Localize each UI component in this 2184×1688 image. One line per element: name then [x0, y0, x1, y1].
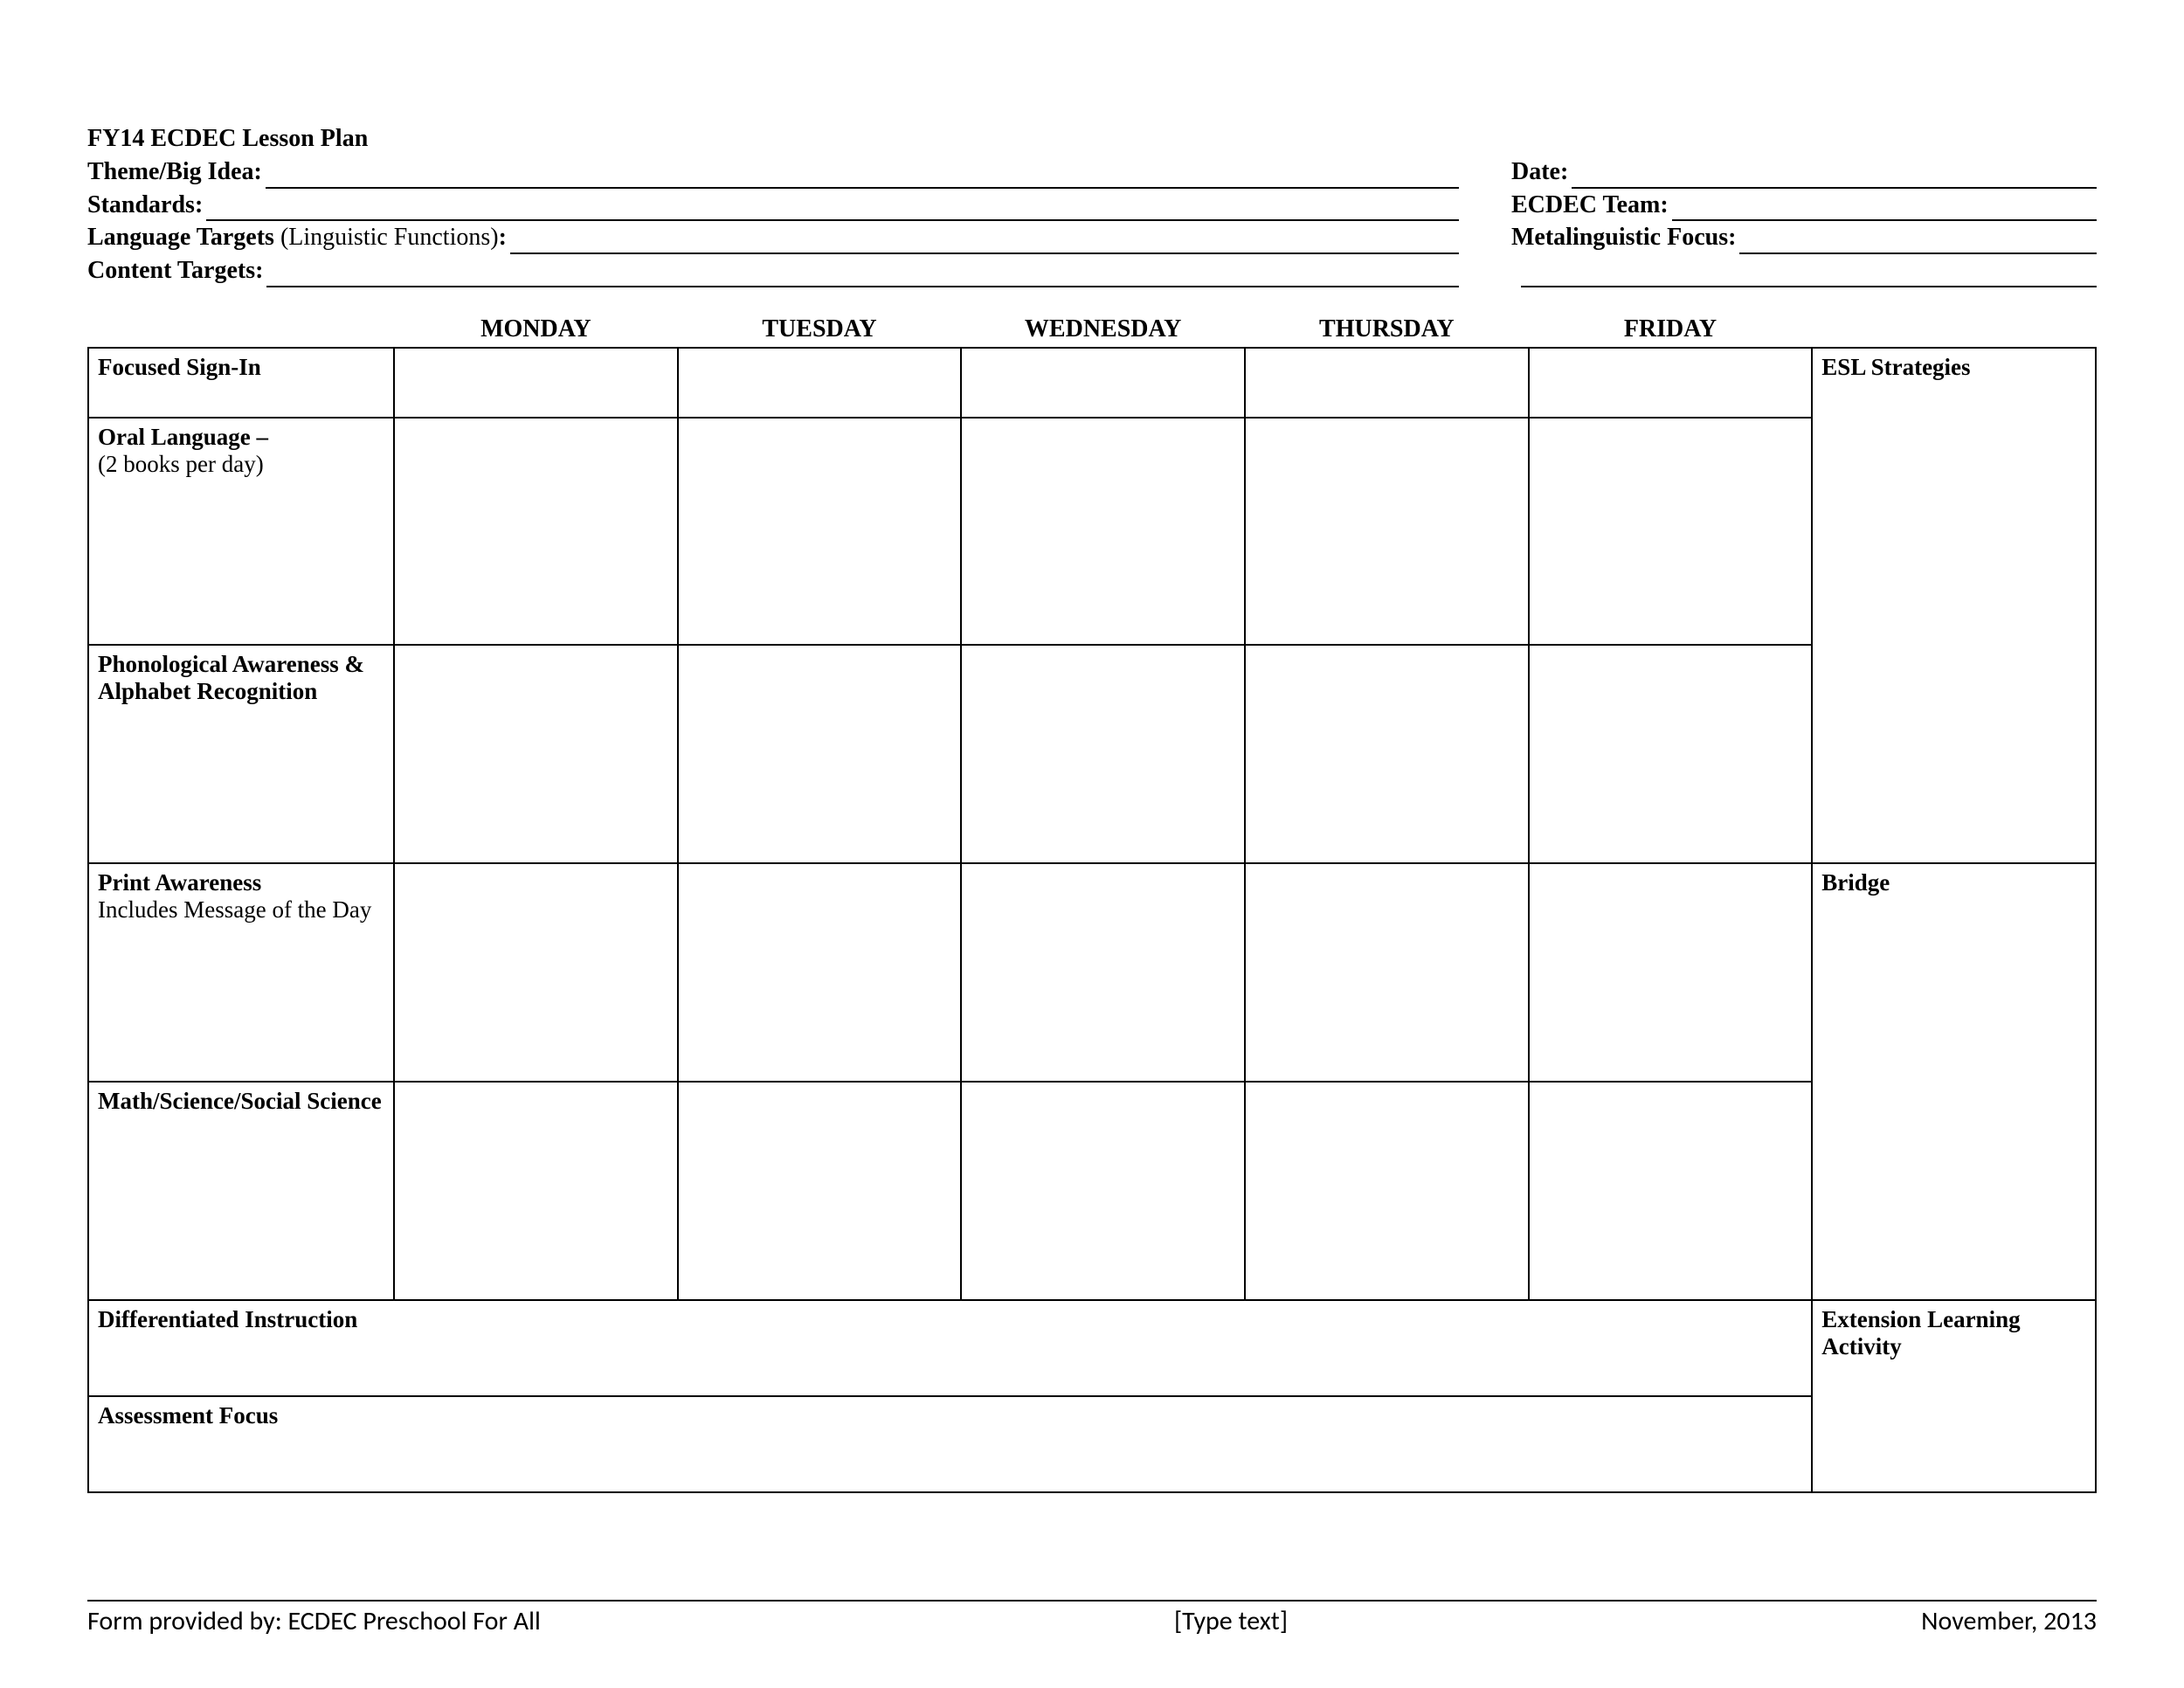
print-mon [394, 863, 678, 1082]
date-line [1572, 162, 2097, 189]
standards-label: Standards: [87, 189, 203, 222]
right-extra-line [1521, 260, 2097, 287]
signin-thu [1245, 348, 1529, 418]
day-mon: MONDAY [394, 310, 678, 348]
oral-wed [961, 418, 1245, 645]
standards-line [206, 195, 1459, 222]
date-label: Date: [1511, 156, 1568, 189]
header-block: FY14 ECDEC Lesson Plan Theme/Big Idea: D… [87, 122, 2097, 287]
math-wed [961, 1082, 1245, 1300]
phon-fri [1529, 645, 1813, 863]
meta-line [1739, 227, 2097, 254]
content-targets-line [266, 260, 1459, 287]
signin-mon [394, 348, 678, 418]
side-bridge: Bridge [1812, 863, 2096, 1300]
oral-sub: (2 books per day) [98, 451, 264, 477]
phon-mon [394, 645, 678, 863]
footer-right: November, 2013 [1921, 1605, 2097, 1637]
print-sub: Includes Message of the Day [98, 896, 371, 923]
plan-table: MONDAY TUESDAY WEDNESDAY THURSDAY FRIDAY… [87, 310, 2097, 1493]
day-fri: FRIDAY [1529, 310, 1813, 348]
side-esl: ESL Strategies [1812, 348, 2096, 863]
oral-bold: Oral Language – [98, 424, 384, 451]
math-mon [394, 1082, 678, 1300]
oral-tue [678, 418, 962, 645]
oral-thu [1245, 418, 1529, 645]
meta-label: Metalinguistic Focus: [1511, 221, 1736, 254]
day-wed: WEDNESDAY [961, 310, 1245, 348]
row-signin: Focused Sign-In ESL Strategies [88, 348, 2096, 418]
day-thu: THURSDAY [1245, 310, 1529, 348]
phon-label: Phonological Awareness & Alphabet Recogn… [88, 645, 394, 863]
footer: Form provided by: ECDEC Preschool For Al… [87, 1600, 2097, 1637]
diff-bold: Differentiated Instruction [98, 1306, 357, 1332]
print-thu [1245, 863, 1529, 1082]
lang-targets-colon: : [499, 224, 507, 251]
print-fri [1529, 863, 1813, 1082]
row-phon: Phonological Awareness & Alphabet Recogn… [88, 645, 2096, 863]
math-label: Math/Science/Social Science [88, 1082, 394, 1300]
plan-grid: MONDAY TUESDAY WEDNESDAY THURSDAY FRIDAY… [87, 310, 2097, 1493]
row-print: Print Awareness Includes Message of the … [88, 863, 2096, 1082]
phon-thu [1245, 645, 1529, 863]
lang-targets-bold: Language Targets [87, 224, 274, 251]
oral-mon [394, 418, 678, 645]
oral-label: Oral Language – (2 books per day) [88, 418, 394, 645]
print-tue [678, 863, 962, 1082]
signin-tue [678, 348, 962, 418]
phon-bold: Phonological Awareness & Alphabet Recogn… [98, 651, 384, 705]
signin-wed [961, 348, 1245, 418]
math-fri [1529, 1082, 1813, 1300]
phon-tue [678, 645, 962, 863]
footer-mid: [Type text] [541, 1605, 1921, 1637]
phon-wed [961, 645, 1245, 863]
signin-label: Focused Sign-In [88, 348, 394, 418]
day-header-row: MONDAY TUESDAY WEDNESDAY THURSDAY FRIDAY [88, 310, 2096, 348]
team-line [1672, 195, 2097, 222]
print-label: Print Awareness Includes Message of the … [88, 863, 394, 1082]
lang-targets-label: Language Targets (Linguistic Functions): [87, 221, 507, 254]
diff-cell: Differentiated Instruction [88, 1300, 1812, 1396]
signin-fri [1529, 348, 1813, 418]
day-tue: TUESDAY [678, 310, 962, 348]
row-assess: Assessment Focus [88, 1396, 2096, 1492]
content-targets-label: Content Targets: [87, 254, 263, 287]
assess-bold: Assessment Focus [98, 1402, 278, 1429]
math-tue [678, 1082, 962, 1300]
theme-line [266, 162, 1459, 189]
signin-bold: Focused Sign-In [98, 354, 384, 381]
print-wed [961, 863, 1245, 1082]
row-math: Math/Science/Social Science [88, 1082, 2096, 1300]
oral-fri [1529, 418, 1813, 645]
page: FY14 ECDEC Lesson Plan Theme/Big Idea: D… [0, 0, 2184, 1688]
assess-cell: Assessment Focus [88, 1396, 1812, 1492]
math-thu [1245, 1082, 1529, 1300]
side-ext: Extension Learning Activity [1812, 1300, 2096, 1492]
row-diff: Differentiated Instruction Extension Lea… [88, 1300, 2096, 1396]
title: FY14 ECDEC Lesson Plan [87, 122, 368, 156]
day-header-blank2 [1812, 310, 2096, 348]
lang-targets-paren: (Linguistic Functions) [274, 224, 499, 251]
math-bold: Math/Science/Social Science [98, 1088, 384, 1115]
row-oral: Oral Language – (2 books per day) [88, 418, 2096, 645]
lang-targets-line [510, 227, 1459, 254]
team-label: ECDEC Team: [1511, 189, 1669, 222]
day-header-blank [88, 310, 394, 348]
theme-label: Theme/Big Idea: [87, 156, 262, 189]
spacer [1511, 254, 1517, 287]
footer-left: Form provided by: ECDEC Preschool For Al… [87, 1605, 541, 1637]
print-bold: Print Awareness [98, 869, 384, 896]
